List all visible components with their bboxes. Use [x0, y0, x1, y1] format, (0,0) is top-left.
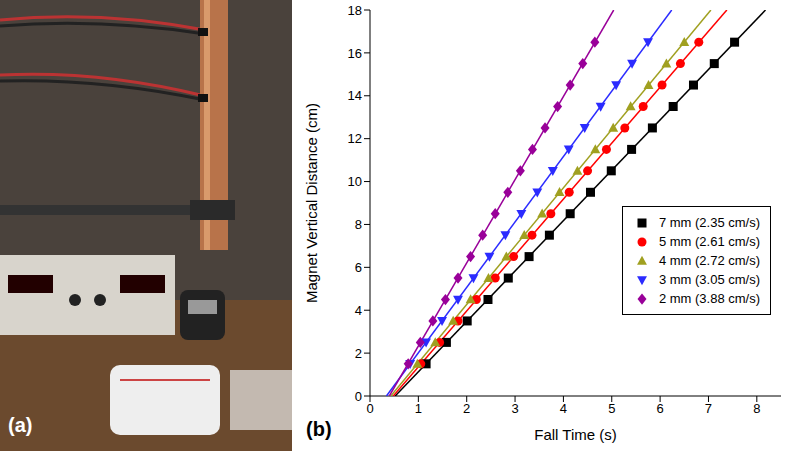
svg-text:8: 8	[753, 401, 760, 416]
svg-text:14: 14	[348, 88, 362, 103]
svg-text:10: 10	[348, 174, 362, 189]
svg-text:4: 4	[560, 401, 567, 416]
svg-text:12: 12	[348, 131, 362, 146]
html-text:4 mm (2.72 cm/s): 4 mm (2.72 cm/s)	[658, 253, 760, 268]
svg-text:16: 16	[348, 46, 362, 61]
svg-text:8: 8	[355, 217, 362, 232]
svg-text:7: 7	[705, 401, 712, 416]
svg-text:2: 2	[463, 401, 470, 416]
svg-text:3: 3	[511, 401, 518, 416]
svg-text:18: 18	[348, 3, 362, 18]
html-text:(a): (a)	[8, 414, 33, 436]
html-text:3 mm (3.05 cm/s): 3 mm (3.05 cm/s)	[658, 272, 760, 287]
html-text:7 mm (2.35 cm/s): 7 mm (2.35 cm/s)	[658, 215, 760, 230]
svg-text:Magnet Vertical Distance (cm): Magnet Vertical Distance (cm)	[303, 103, 320, 303]
html-text:2 mm (3.88 cm/s): 2 mm (3.88 cm/s)	[658, 291, 760, 306]
svg-text:2: 2	[355, 346, 362, 361]
svg-text:6: 6	[657, 401, 664, 416]
svg-text:Fall Time (s): Fall Time (s)	[534, 426, 617, 443]
svg-text:6: 6	[355, 260, 362, 275]
html-text:(b): (b)	[306, 418, 332, 440]
svg-text:1: 1	[415, 401, 422, 416]
svg-text:0: 0	[366, 401, 373, 416]
svg-text:0: 0	[355, 389, 362, 404]
svg-text:5: 5	[608, 401, 615, 416]
svg-text:4: 4	[355, 303, 362, 318]
html-text:5 mm (2.61 cm/s): 5 mm (2.61 cm/s)	[658, 234, 760, 249]
